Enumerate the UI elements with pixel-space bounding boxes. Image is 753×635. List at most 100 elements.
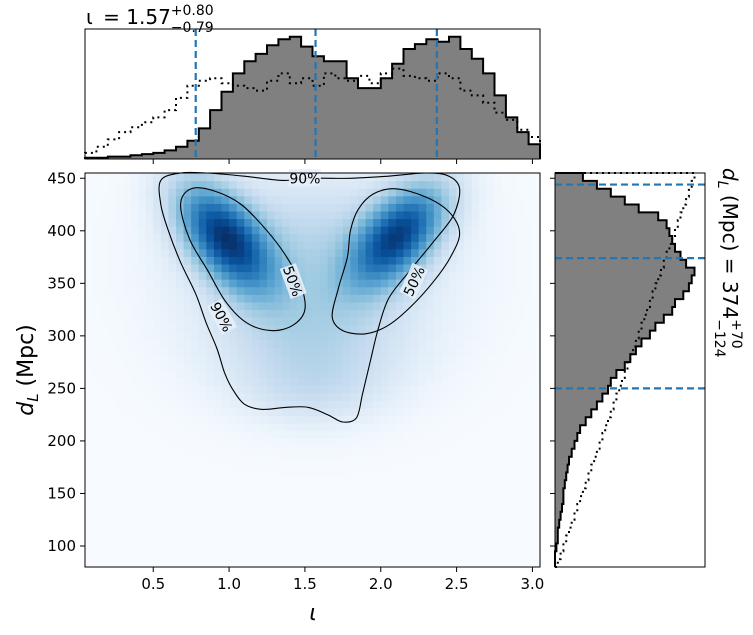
heatmap-cell [229, 529, 238, 538]
heatmap-cell [479, 195, 488, 204]
heatmap-cell [403, 460, 412, 470]
heatmap-cell [297, 521, 306, 530]
heatmap-cell [198, 529, 207, 538]
heatmap-cell [138, 188, 147, 197]
heatmap-cell [464, 400, 473, 409]
heatmap-cell [85, 347, 94, 356]
heatmap-cell [524, 491, 534, 500]
heatmap-cell [130, 468, 139, 477]
heatmap-cell [115, 476, 124, 485]
heatmap-cell [130, 438, 139, 447]
heatmap-cell [206, 438, 215, 447]
heatmap-cell [267, 324, 276, 333]
heatmap-cell [107, 286, 116, 295]
heatmap-cell [441, 551, 450, 561]
dl-histogram [554, 172, 706, 568]
heatmap-cell [517, 536, 526, 545]
heatmap-cell [456, 370, 465, 379]
heatmap-cell [486, 195, 496, 204]
heatmap-cell [145, 256, 154, 265]
heatmap-cell [486, 385, 496, 394]
heatmap-cell [464, 188, 473, 197]
x-axis-label: ι [309, 601, 316, 626]
heatmap-cell [221, 173, 230, 182]
heatmap-cell [418, 173, 427, 182]
heatmap-cell [259, 233, 268, 242]
heatmap-cell [517, 233, 526, 242]
heatmap-cell [532, 271, 541, 280]
heatmap-cell [107, 513, 116, 523]
heatmap-cell [365, 445, 374, 454]
heatmap-cell [532, 430, 541, 439]
heatmap-cell [236, 316, 245, 326]
heatmap-cell [426, 415, 435, 424]
heatmap-cell [524, 218, 534, 227]
heatmap-cell [304, 483, 314, 492]
heatmap-cell [517, 445, 526, 454]
heatmap-cell [191, 203, 200, 212]
heatmap-cell [342, 370, 352, 379]
heatmap-cell [373, 301, 382, 310]
heatmap-cell [115, 354, 124, 364]
heatmap-cell [312, 362, 321, 371]
heatmap-cell [221, 210, 230, 220]
heatmap-cell [358, 460, 367, 470]
heatmap-cell [312, 203, 321, 212]
heatmap-cell [236, 173, 245, 182]
heatmap-cell [138, 248, 147, 257]
heatmap-cell [198, 491, 207, 500]
heatmap-cell [373, 370, 382, 379]
heatmap-cell [388, 226, 397, 235]
heatmap-cell [130, 173, 139, 182]
heatmap-cell [373, 483, 382, 492]
heatmap-cell [297, 385, 306, 394]
heatmap-cell [259, 332, 268, 341]
heatmap-cell [259, 536, 268, 545]
heatmap-cell [433, 294, 443, 303]
heatmap-cell [426, 263, 435, 273]
heatmap-cell [85, 301, 94, 310]
heatmap-cell [267, 173, 276, 182]
heatmap-cell [350, 498, 359, 507]
heatmap-cell [517, 347, 526, 356]
heatmap-cell [191, 210, 200, 220]
heatmap-cell [395, 362, 405, 371]
heatmap-cell [297, 294, 306, 303]
heatmap-cell [509, 256, 518, 265]
heatmap-cell [236, 460, 245, 470]
heatmap-cell [100, 551, 109, 561]
heatmap-cell [403, 392, 412, 401]
heatmap-cell [191, 279, 200, 288]
heatmap-cell [509, 362, 518, 371]
heatmap-cell [168, 294, 177, 303]
heatmap-cell [433, 498, 443, 507]
heatmap-cell [221, 188, 230, 197]
heatmap-cell [304, 385, 314, 394]
heatmap-cell [229, 241, 238, 250]
heatmap-cell [122, 210, 132, 220]
heatmap-cell [191, 248, 200, 257]
heatmap-cell [304, 263, 314, 273]
heatmap-cell [259, 513, 268, 523]
heatmap-cell [380, 476, 389, 485]
heatmap-cell [380, 279, 389, 288]
heatmap-cell [92, 279, 101, 288]
heatmap-cell [191, 309, 200, 318]
heatmap-cell [373, 460, 382, 470]
heatmap-cell [403, 423, 412, 432]
heatmap-cell [312, 551, 321, 561]
heatmap-cell [358, 544, 367, 553]
heatmap-cell [433, 430, 443, 439]
heatmap-cell [100, 513, 109, 523]
heatmap-cell [471, 513, 480, 523]
heatmap-cell [244, 506, 253, 515]
heatmap-cell [107, 460, 116, 470]
heatmap-cell [479, 506, 488, 515]
heatmap-cell [267, 339, 276, 348]
heatmap-cell [456, 203, 465, 212]
heatmap-cell [244, 233, 253, 242]
heatmap-cell [100, 423, 109, 432]
heatmap-cell [297, 339, 306, 348]
heatmap-cell [213, 491, 223, 500]
heatmap-cell [509, 513, 518, 523]
